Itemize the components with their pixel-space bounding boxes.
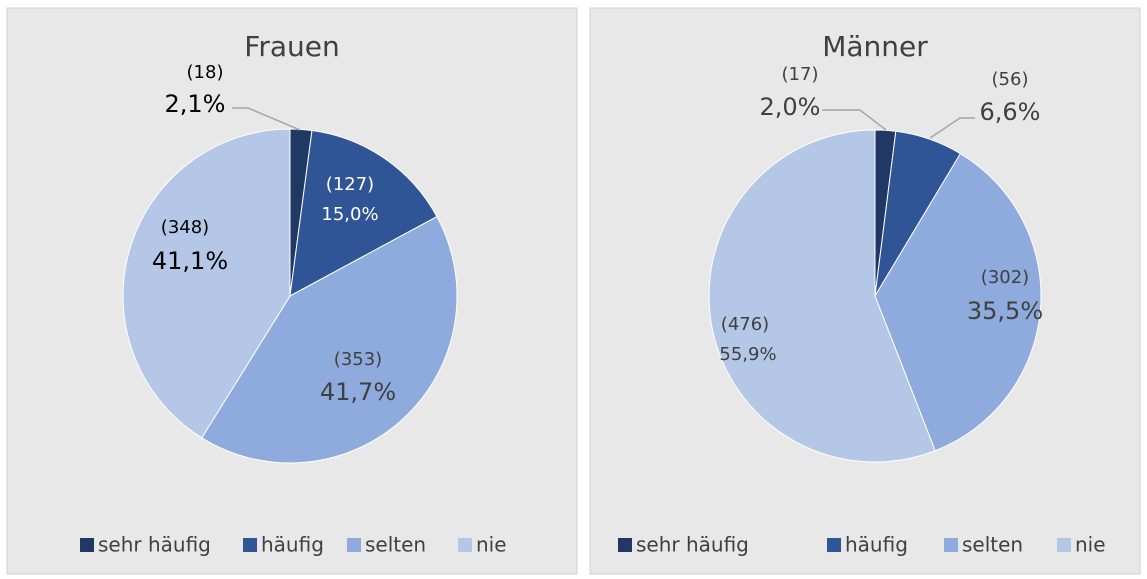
count-label: (348) — [161, 217, 209, 238]
legend-label: sehr häufig — [636, 533, 749, 557]
legend-label: sehr häufig — [98, 533, 211, 557]
pie-slice — [201, 215, 458, 464]
percent-label: 6,6% — [980, 98, 1041, 126]
pie-slice — [708, 129, 936, 463]
count-label: (17) — [782, 64, 819, 85]
count-label: (127) — [326, 174, 374, 195]
legend-marker — [80, 538, 94, 552]
leader-line — [822, 109, 887, 131]
count-label: (18) — [187, 62, 224, 83]
percent-label: 35,5% — [967, 297, 1043, 325]
percent-label: 41,1% — [152, 247, 228, 275]
chart-title: Frauen — [244, 30, 339, 63]
pie-slice — [289, 129, 438, 297]
legend-marker — [618, 538, 632, 552]
pie-slice — [122, 128, 291, 439]
percent-label: 2,1% — [165, 90, 226, 118]
leader-line — [929, 117, 975, 139]
legend-marker — [827, 538, 841, 552]
legend-label: häufig — [845, 533, 908, 557]
legend-marker — [1057, 538, 1071, 552]
percent-label: 2,0% — [760, 93, 821, 121]
count-label: (302) — [981, 267, 1029, 288]
percent-label: 15,0% — [321, 204, 378, 225]
chart-title: Männer — [822, 30, 928, 63]
legend-label: selten — [365, 533, 426, 557]
leader-line — [232, 107, 301, 131]
legend-label: nie — [476, 533, 507, 557]
legend-label: selten — [962, 533, 1023, 557]
count-label: (56) — [992, 69, 1029, 90]
count-label: (353) — [334, 349, 382, 370]
legend-marker — [944, 538, 958, 552]
legend-label: häufig — [261, 533, 324, 557]
legend-marker — [243, 538, 257, 552]
pie-slice — [874, 152, 1042, 452]
legend-marker — [458, 538, 472, 552]
percent-label: 41,7% — [320, 378, 396, 406]
legend-label: nie — [1075, 533, 1106, 557]
percent-label: 55,9% — [719, 344, 776, 365]
count-label: (476) — [721, 314, 769, 335]
legend-marker — [347, 538, 361, 552]
